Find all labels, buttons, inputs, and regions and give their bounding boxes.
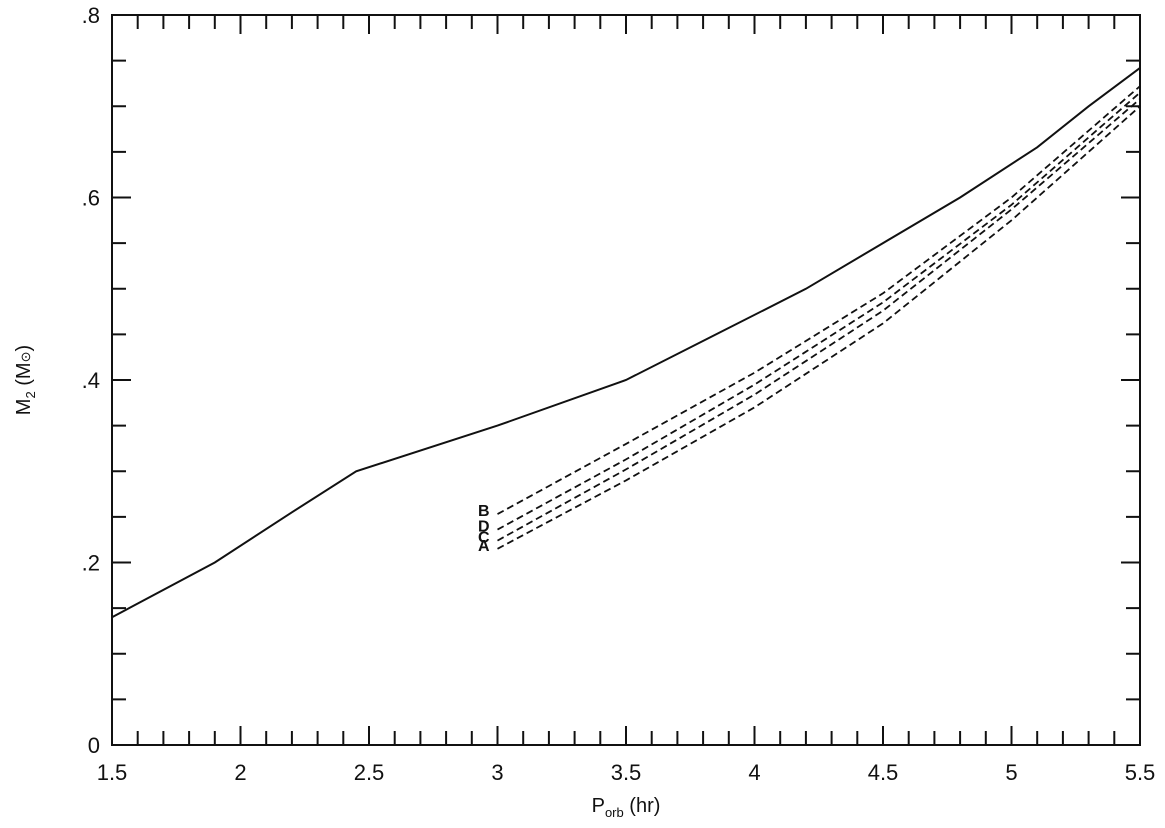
x-tick-label: 4.5 [868,760,899,785]
sun-symbol: ⊙ [18,351,33,362]
y-tick-label: .8 [82,3,100,28]
x-axis-title-rest: (hr) [624,795,661,817]
y-axis-title-sub: 2 [23,391,38,398]
curve-label-b: B [478,503,490,520]
curve-c-line [497,98,1141,542]
x-tick-label: 1.5 [97,760,128,785]
y-axis-title-rest: (M [13,362,35,391]
x-tick-label: 4 [748,760,760,785]
x-tick-label: 3 [491,760,503,785]
curve-d-line [497,91,1141,531]
curve-label-a: A [478,538,490,555]
y-axis-title-close: ) [13,345,35,352]
y-tick-label: 0 [88,733,100,758]
curve-b-line [497,85,1141,515]
y-tick-label: .6 [82,186,100,211]
y-axis-title: M2 (M⊙) [13,345,38,415]
x-tick-label: 5.5 [1125,760,1156,785]
x-axis-title-sub: orb [605,805,624,820]
x-tick-label: 2.5 [354,760,385,785]
tick-labels: 1.5 2 2.5 3 3.5 4 4.5 5 5.5 0 .2 .4 .6 .8 [82,3,1156,785]
solid-curve-line [111,67,1141,619]
y-tick-label: .2 [82,551,100,576]
x-axis-title: Porb (hr) [592,795,661,820]
x-tick-label: 2 [234,760,246,785]
y-tick-label: .4 [82,368,100,393]
x-tick-label: 5 [1005,760,1017,785]
curve-label-d: D [478,519,490,536]
x-tick-label: 3.5 [611,760,642,785]
curve-a-line [497,105,1141,550]
minor-ticks [112,15,1140,745]
series-layer [111,67,1141,619]
x-axis-title-main: P [592,795,605,817]
y-axis-title-main: M [13,399,35,416]
curve-label-c: C [478,530,490,547]
